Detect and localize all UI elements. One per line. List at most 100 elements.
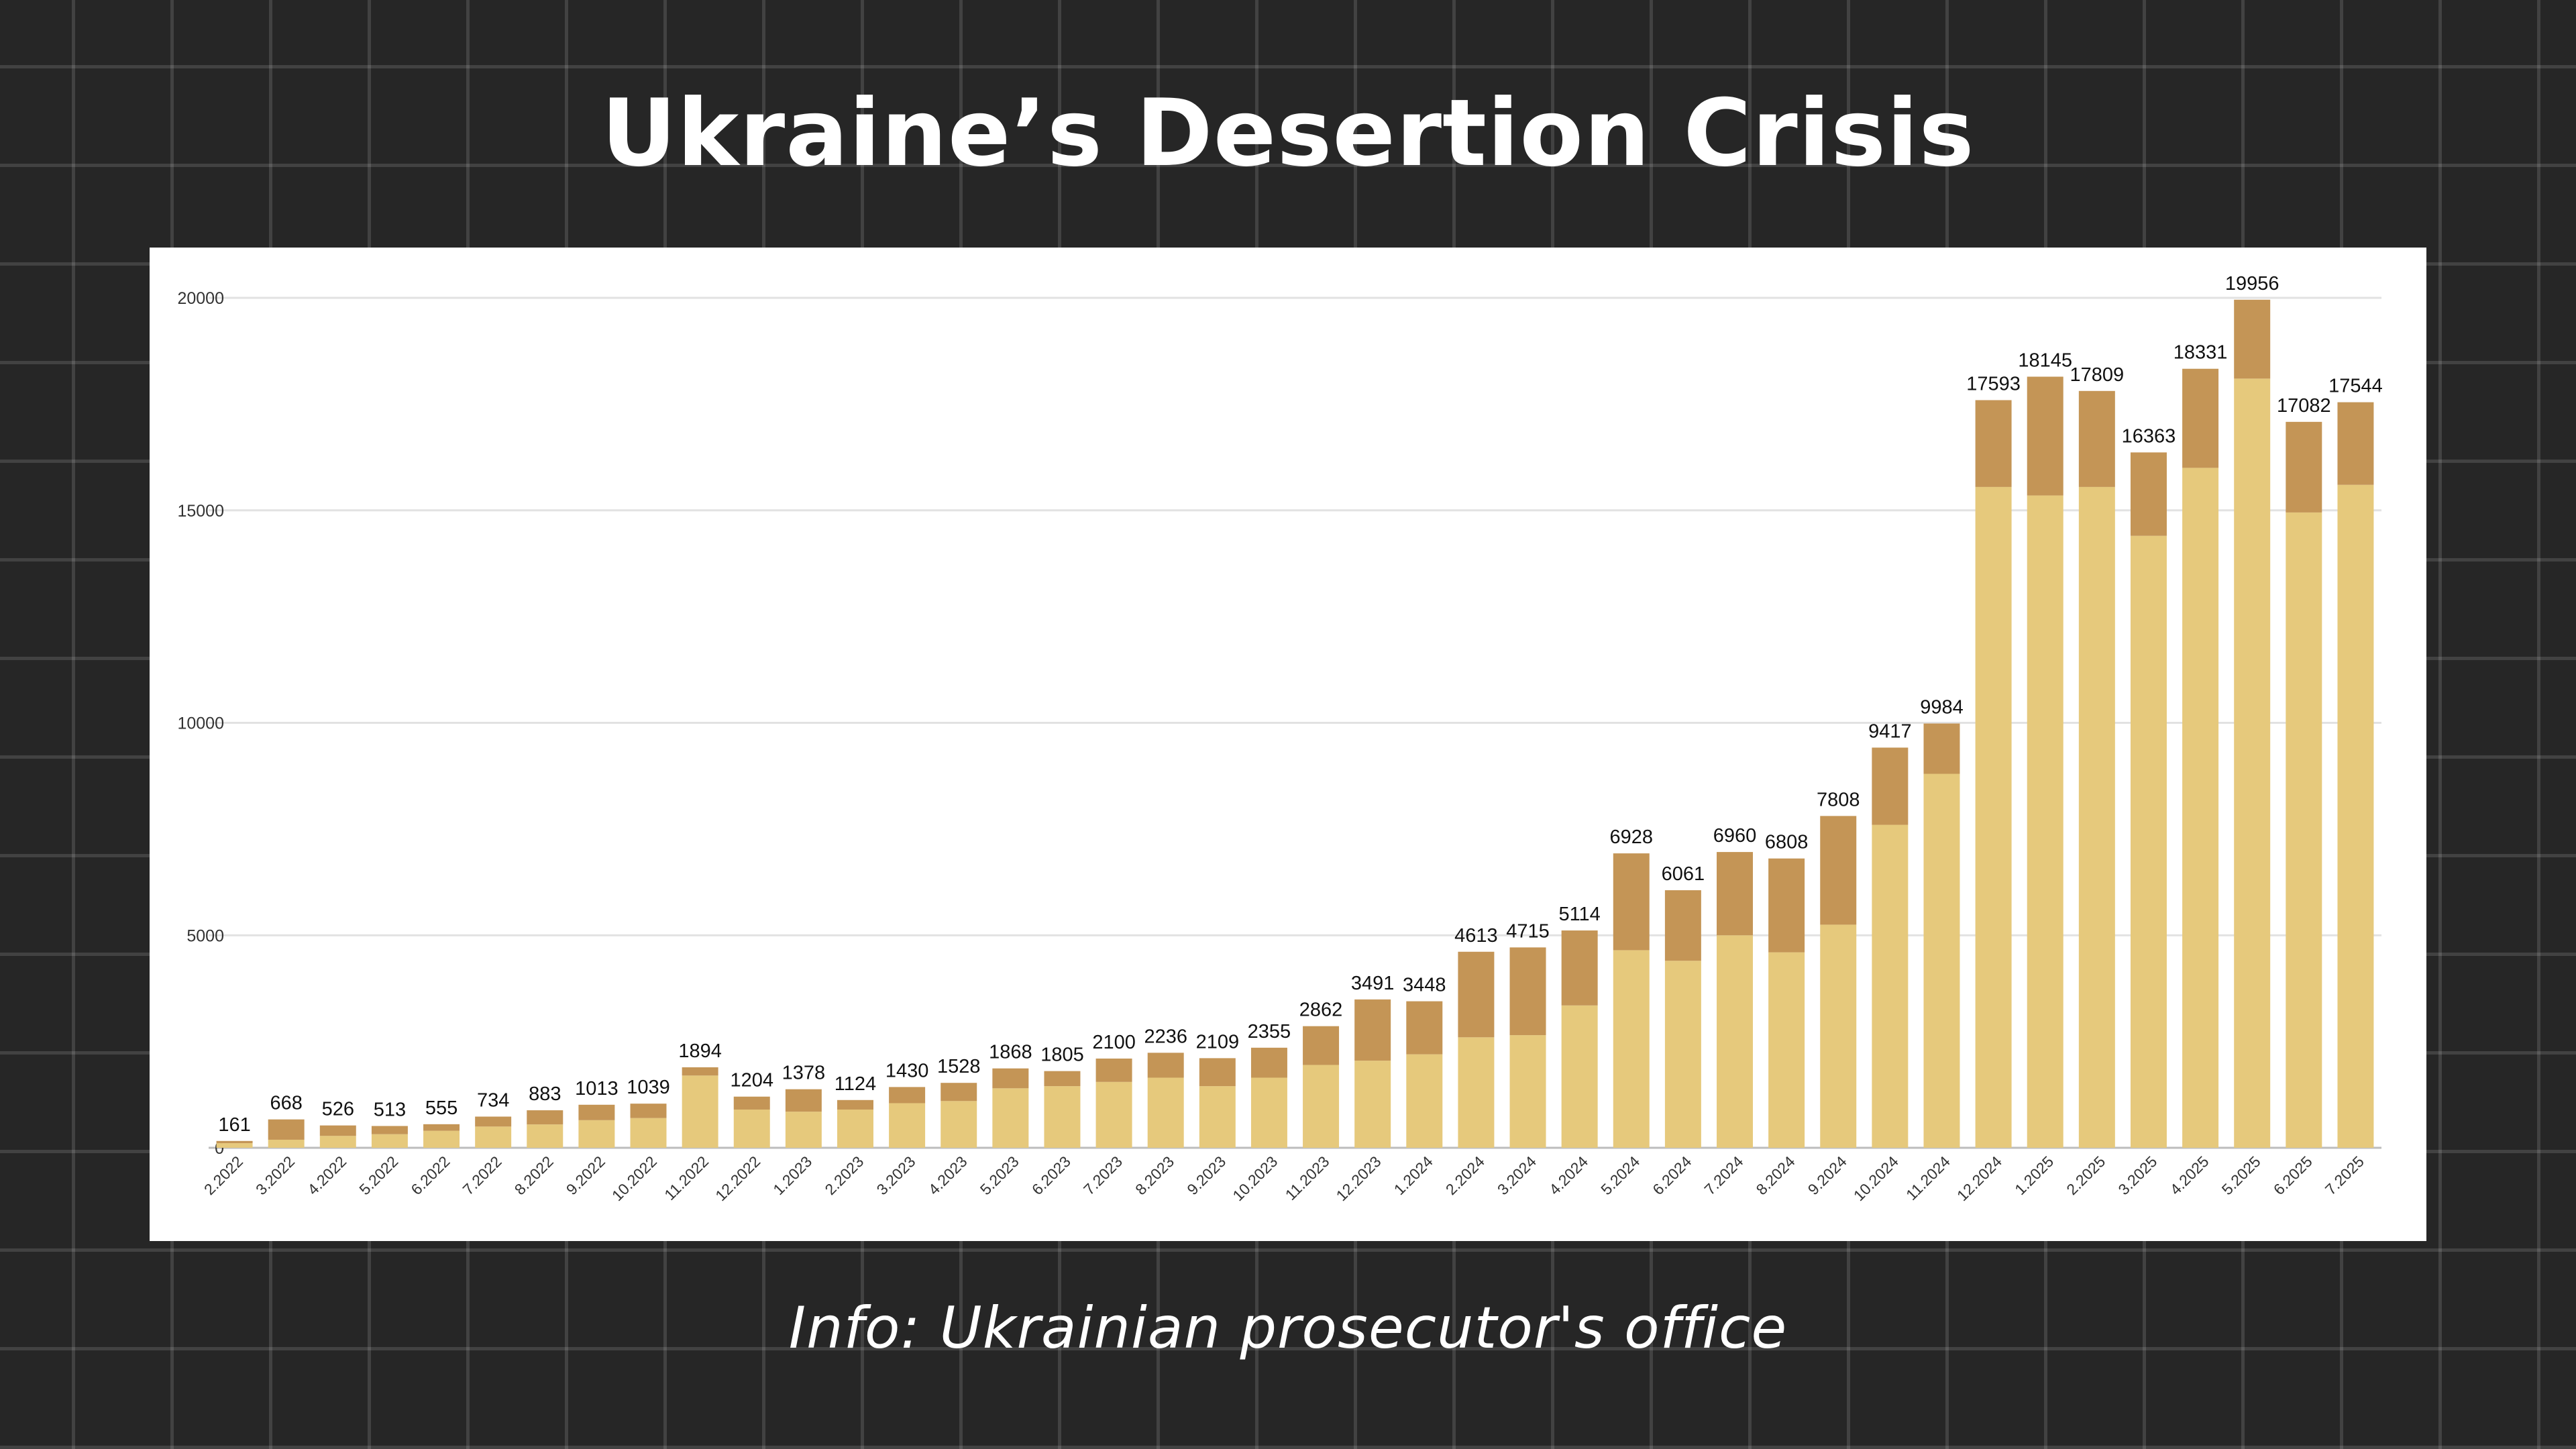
chart-title: Ukraine’s Desertion Crisis xyxy=(601,79,1975,187)
x-tick-label: 8.2022 xyxy=(511,1152,557,1198)
data-label: 1204 xyxy=(730,1070,773,1091)
x-tick-label: 12.2022 xyxy=(712,1152,763,1204)
bar-segment-top xyxy=(527,1110,564,1125)
x-tick-label: 10.2022 xyxy=(608,1152,660,1204)
bar-segment-top xyxy=(1820,816,1857,925)
bar-segment-top xyxy=(2182,368,2219,468)
data-label: 1013 xyxy=(575,1078,619,1099)
x-tick-label: 2.2025 xyxy=(2063,1152,2108,1198)
x-tick-label: 3.2023 xyxy=(873,1152,919,1198)
bar-segment-top xyxy=(1303,1026,1340,1065)
data-label: 3448 xyxy=(1403,975,1446,996)
x-tick-label: 5.2024 xyxy=(1597,1152,1643,1198)
data-label: 1805 xyxy=(1040,1044,1084,1066)
data-label: 1430 xyxy=(885,1060,929,1081)
bar-segment-top xyxy=(1095,1058,1132,1082)
bar-segment-base xyxy=(1458,1037,1495,1148)
bar-segment-top xyxy=(2027,376,2063,496)
x-tick-label: 7.2024 xyxy=(1701,1152,1746,1198)
data-label: 16363 xyxy=(2122,425,2176,447)
bar-segment-top xyxy=(1561,930,1598,1006)
data-label: 4613 xyxy=(1454,925,1498,947)
data-label: 2109 xyxy=(1196,1031,1240,1053)
data-label: 1868 xyxy=(989,1042,1032,1063)
bar-segment-base xyxy=(1095,1081,1132,1148)
bar-segment-base xyxy=(837,1109,873,1148)
x-tick-label: 5.2023 xyxy=(977,1152,1022,1198)
bar-segment-top xyxy=(682,1067,718,1076)
bar-segment-base xyxy=(1250,1077,1287,1148)
data-label: 6808 xyxy=(1765,832,1809,853)
data-label: 734 xyxy=(477,1090,509,1112)
y-tick-label: 10000 xyxy=(177,714,224,733)
bar-segment-base xyxy=(2130,535,2167,1148)
data-label: 555 xyxy=(425,1097,458,1119)
x-tick-label: 4.2023 xyxy=(925,1152,971,1198)
bar-segment-top xyxy=(2234,299,2271,379)
bar-segment-top xyxy=(1406,1001,1443,1055)
x-tick-label: 11.2024 xyxy=(1902,1152,1953,1203)
x-tick-label: 4.2022 xyxy=(304,1152,350,1198)
x-tick-label: 4.2024 xyxy=(1546,1152,1591,1198)
bar-segment-base xyxy=(1406,1054,1443,1148)
data-label: 1039 xyxy=(627,1077,670,1098)
bar-segment-top xyxy=(1613,853,1650,951)
data-label: 6960 xyxy=(1713,825,1757,847)
data-label: 513 xyxy=(374,1099,406,1121)
bar-segment-top xyxy=(2337,402,2374,485)
bar-segment-base xyxy=(475,1126,512,1148)
x-tick-label: 11.2022 xyxy=(661,1152,712,1203)
bar-segment-base xyxy=(733,1109,770,1148)
bar-segment-top xyxy=(1872,747,1909,825)
x-tick-label: 3.2022 xyxy=(252,1152,298,1198)
bar-segment-top xyxy=(837,1099,873,1110)
x-tick-label: 4.2025 xyxy=(2166,1152,2212,1198)
data-label: 4715 xyxy=(1506,920,1550,942)
bar-segment-top xyxy=(941,1083,977,1102)
bar-segment-base xyxy=(216,1143,253,1148)
data-label: 2355 xyxy=(1248,1021,1291,1042)
bar-segment-top xyxy=(889,1087,926,1104)
bar-segment-base xyxy=(2234,378,2271,1148)
x-tick-label: 12.2023 xyxy=(1333,1152,1385,1204)
x-tick-label: 3.2025 xyxy=(2114,1152,2160,1198)
x-tick-label: 3.2024 xyxy=(1494,1152,1540,1198)
bar-segment-base xyxy=(941,1101,977,1148)
data-label: 7808 xyxy=(1817,789,1860,810)
x-tick-label: 6.2025 xyxy=(2270,1152,2316,1198)
data-label: 883 xyxy=(529,1083,561,1105)
data-label: 17544 xyxy=(2328,376,2383,397)
bar-segment-base xyxy=(1561,1005,1598,1148)
bar-segment-top xyxy=(1717,852,1754,936)
x-tick-label: 5.2022 xyxy=(356,1152,401,1198)
x-tick-label: 2.2024 xyxy=(1442,1152,1488,1198)
chart-panel: 0 5000 10000 15000 20000 161 2.2022 668 3.2022 52… xyxy=(150,248,2426,1241)
x-tick-label: 2.2023 xyxy=(821,1152,867,1198)
bar-segment-top xyxy=(1354,999,1391,1061)
bar-segment-base xyxy=(2182,468,2219,1148)
data-label: 19956 xyxy=(2225,273,2279,294)
data-label: 1528 xyxy=(937,1056,981,1077)
data-label: 1124 xyxy=(835,1073,876,1095)
bar-segment-top xyxy=(423,1124,460,1131)
x-tick-label: 11.2023 xyxy=(1282,1152,1333,1203)
bar-segment-base xyxy=(889,1103,926,1148)
bar-segment-base xyxy=(2337,484,2374,1148)
x-tick-label: 10.2024 xyxy=(1850,1152,1902,1204)
bar-segment-base xyxy=(423,1130,460,1148)
bar-segment-base xyxy=(682,1075,718,1148)
bar-segment-base xyxy=(1717,935,1754,1148)
y-tick-label: 5000 xyxy=(186,926,224,945)
bar-segment-top xyxy=(1923,723,1960,774)
bar-segment-top xyxy=(733,1096,770,1110)
x-tick-label: 5.2025 xyxy=(2218,1152,2264,1198)
bar-segment-top xyxy=(1509,947,1546,1036)
x-tick-label: 7.2023 xyxy=(1080,1152,1126,1198)
x-tick-label: 9.2023 xyxy=(1183,1152,1229,1198)
x-tick-label: 9.2022 xyxy=(563,1152,608,1198)
data-label: 1378 xyxy=(782,1063,826,1084)
bar-segment-base xyxy=(992,1088,1029,1148)
bar-segment-base xyxy=(1509,1035,1546,1148)
data-label: 9417 xyxy=(1868,720,1912,742)
bar-segment-top xyxy=(1975,400,2012,487)
